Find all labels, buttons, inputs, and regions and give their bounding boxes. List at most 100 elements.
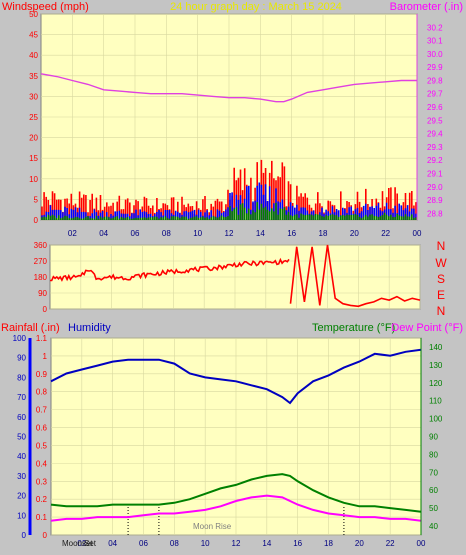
wind-tick-label: 25 — [29, 113, 38, 122]
direction-tick-label: 270 — [34, 257, 48, 266]
wind-panel-grid — [41, 13, 418, 221]
wind-tick-label: 30 — [29, 92, 38, 101]
barometer-axis-title: Barometer (.in) — [390, 1, 463, 13]
humidity-tick-label: 50 — [17, 433, 26, 442]
wind-x-tick-label: 06 — [131, 229, 140, 238]
wind-x-tick-label: 16 — [287, 229, 296, 238]
rainfall-tick-label: 0.7 — [36, 406, 48, 415]
climate-x-tick-label: 04 — [108, 539, 117, 548]
temperature-tick-label: 50 — [429, 504, 438, 513]
humidity-y-axis: 0 10 20 30 40 50 60 70 80 90 100 — [13, 334, 27, 540]
barometer-tick-label: 29.4 — [427, 130, 443, 139]
humidity-tick-label: 10 — [17, 511, 26, 520]
direction-tick-label: 360 — [34, 241, 48, 250]
wind-x-tick-label: 20 — [350, 229, 359, 238]
wind-tick-label: 35 — [29, 72, 38, 81]
humidity-tick-label: 90 — [17, 354, 26, 363]
humidity-tick-label: 100 — [13, 334, 27, 343]
compass-labels: N W S E N — [435, 239, 447, 318]
direction-y-axis: 0 90 180 270 360 — [34, 241, 48, 314]
direction-tick-label: 180 — [34, 273, 48, 282]
wind-x-tick-label: 10 — [193, 229, 202, 238]
climate-x-tick-label: 00 — [417, 539, 426, 548]
humidity-tick-label: 80 — [17, 373, 26, 382]
barometer-tick-label: 28.9 — [427, 196, 443, 205]
rainfall-tick-label: 0 — [43, 531, 48, 540]
rainfall-tick-label: 1.1 — [36, 334, 48, 343]
dewpoint-axis-title: Dew Point (°F) — [391, 322, 463, 334]
humidity-tick-label: 60 — [17, 413, 26, 422]
temperature-line — [50, 473, 422, 513]
wind-x-tick-label: 14 — [256, 229, 265, 238]
barometer-tick-label: 29.0 — [427, 183, 443, 192]
wind-tick-label: 10 — [29, 175, 38, 184]
direction-tick-label: 0 — [43, 305, 48, 314]
wind-x-axis: 02 04 06 08 10 12 14 16 18 20 22 00 — [68, 229, 422, 238]
barometer-tick-label: 29.1 — [427, 169, 443, 178]
climate-x-tick-label: 02 — [77, 539, 86, 548]
temperature-tick-label: 140 — [429, 343, 443, 352]
compass-label-n-bottom: N — [437, 304, 446, 318]
direction-tick-label: 90 — [38, 289, 47, 298]
rainfall-tick-label: 0.4 — [36, 459, 48, 468]
climate-x-tick-label: 18 — [324, 539, 333, 548]
barometer-tick-label: 29.5 — [427, 116, 443, 125]
climate-x-tick-label: 20 — [355, 539, 364, 548]
barometer-tick-label: 30.1 — [427, 37, 443, 46]
rainfall-tick-label: 0.3 — [36, 477, 48, 486]
temperature-tick-label: 100 — [429, 415, 443, 424]
temperature-axis-title: Temperature (°F) — [312, 322, 395, 334]
climate-x-tick-label: 12 — [232, 539, 241, 548]
graph-title: 24 hour graph day : March 15 2024 — [170, 1, 342, 13]
temperature-tick-label: 80 — [429, 450, 438, 459]
rainfall-tick-label: 0.5 — [36, 441, 48, 450]
wind-tick-label: 40 — [29, 51, 38, 60]
humidity-tick-label: 70 — [17, 393, 26, 402]
temperature-tick-label: 120 — [429, 379, 443, 388]
rainfall-tick-label: 0.2 — [36, 495, 48, 504]
wind-tick-label: 50 — [29, 10, 38, 19]
climate-x-tick-label: 22 — [386, 539, 395, 548]
barometer-tick-label: 29.9 — [427, 63, 443, 72]
climate-x-tick-label: 10 — [201, 539, 210, 548]
humidity-tick-label: 30 — [17, 472, 26, 481]
barometer-tick-label: 29.7 — [427, 90, 443, 99]
temperature-tick-label: 130 — [429, 361, 443, 370]
wind-x-tick-label: 00 — [413, 229, 422, 238]
wind-tick-label: 45 — [29, 31, 38, 40]
wind-tick-label: 15 — [29, 154, 38, 163]
moonset-label: Moonset — [62, 539, 93, 548]
sunset-label: Set — [84, 539, 97, 548]
rainfall-tick-label: 0.8 — [36, 388, 48, 397]
wind-x-tick-label: 08 — [162, 229, 171, 238]
compass-label-w: W — [435, 256, 447, 270]
barometer-tick-label: 28.8 — [427, 209, 443, 218]
humidity-tick-label: 20 — [17, 492, 26, 501]
temperature-tick-label: 40 — [429, 522, 438, 531]
humidity-axis-title: Humidity — [68, 322, 111, 334]
wind-x-tick-label: 12 — [225, 229, 234, 238]
climate-x-tick-label: 08 — [170, 539, 179, 548]
rainfall-tick-label: 1 — [43, 352, 48, 361]
compass-label-s: S — [437, 272, 445, 286]
temperature-y-axis: 40 50 60 70 80 90 100 110 120 130 140 — [420, 338, 443, 535]
compass-label-n-top: N — [437, 239, 446, 253]
wind-x-tick-label: 02 — [68, 229, 77, 238]
moonrise-label: Moon Rise — [193, 522, 232, 531]
wind-tick-label: 20 — [29, 134, 38, 143]
wind-tick-label: 0 — [34, 216, 39, 225]
rainfall-axis-title: Rainfall (.in) — [1, 322, 60, 334]
humidity-tick-label: 40 — [17, 452, 26, 461]
windspeed-axis-title: Windspeed (mph) — [2, 1, 89, 13]
temperature-tick-label: 60 — [429, 486, 438, 495]
climate-x-axis: 02 04 06 08 10 12 14 16 18 20 22 00 — [77, 539, 426, 548]
wind-bars — [41, 159, 417, 220]
dewpoint-line — [50, 494, 422, 522]
rainfall-tick-label: 0.1 — [36, 513, 48, 522]
temperature-tick-label: 90 — [429, 433, 438, 442]
barometer-tick-label: 29.6 — [427, 103, 443, 112]
rainfall-tick-label: 0.6 — [36, 424, 48, 433]
wind-speed-bar-series — [41, 202, 417, 220]
wind-x-tick-label: 04 — [99, 229, 108, 238]
